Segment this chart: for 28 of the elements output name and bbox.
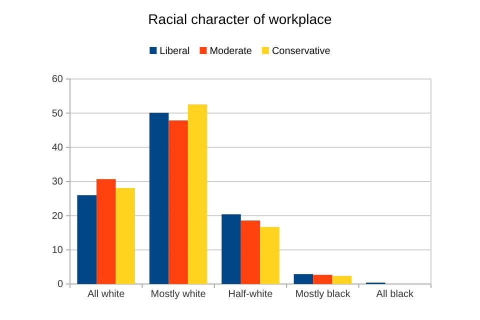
chart-title: Racial character of workplace bbox=[148, 11, 332, 27]
y-tick-label: 50 bbox=[52, 108, 64, 120]
bar bbox=[222, 214, 241, 284]
y-tick-label: 10 bbox=[52, 245, 64, 256]
bar bbox=[168, 120, 188, 284]
x-tick-label: Mostly white bbox=[150, 289, 206, 300]
x-tick-label: Mostly black bbox=[295, 289, 352, 300]
x-tick-label: Half-white bbox=[228, 289, 274, 300]
x-tick-label: All black bbox=[376, 289, 415, 300]
y-tick-label: 60 bbox=[52, 74, 64, 86]
legend-label: Liberal bbox=[160, 46, 190, 57]
y-tick-label: 30 bbox=[52, 176, 64, 188]
bar bbox=[149, 112, 169, 284]
bar bbox=[260, 226, 280, 284]
y-tick-label: 40 bbox=[52, 142, 64, 154]
bar bbox=[116, 188, 135, 284]
legend-label: Moderate bbox=[210, 46, 252, 57]
bar bbox=[240, 220, 260, 284]
legend-label: Conservative bbox=[272, 46, 331, 57]
bar bbox=[77, 195, 96, 284]
bar bbox=[96, 179, 116, 284]
y-tick-label: 0 bbox=[57, 279, 64, 290]
bar bbox=[294, 274, 314, 284]
bar bbox=[313, 274, 332, 284]
y-tick-label: 20 bbox=[52, 210, 64, 222]
bar bbox=[332, 276, 352, 284]
x-tick-label: All white bbox=[87, 289, 126, 300]
bar bbox=[188, 104, 208, 284]
